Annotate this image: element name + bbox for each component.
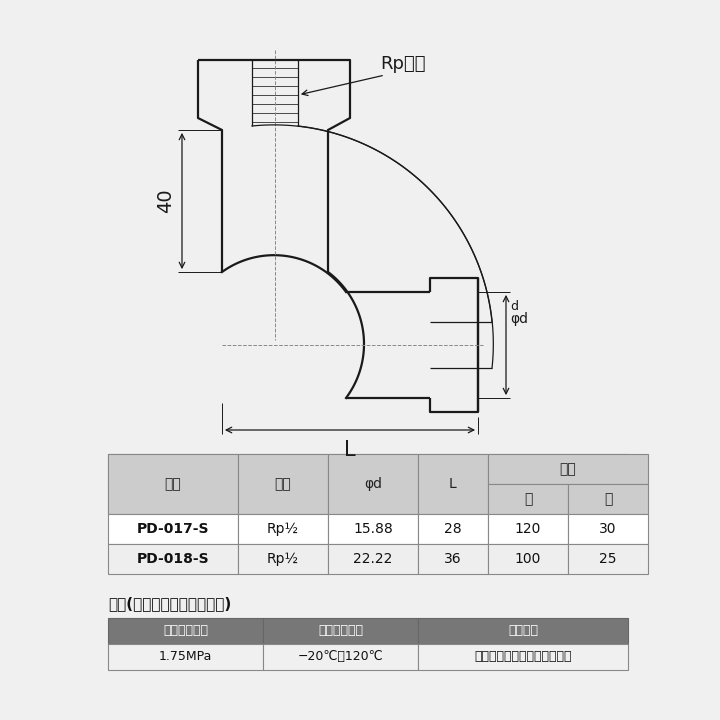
Text: 仕様(水栓継手・銅管チーズ): 仕様(水栓継手・銅管チーズ) <box>108 596 231 611</box>
Bar <box>328 514 418 544</box>
Bar <box>108 454 628 484</box>
Bar <box>328 544 418 574</box>
Text: 15.88: 15.88 <box>353 522 393 536</box>
Text: PD-017-S: PD-017-S <box>137 522 210 536</box>
Text: L: L <box>344 440 356 460</box>
Text: 小: 小 <box>604 492 612 506</box>
Bar <box>418 514 488 544</box>
Bar <box>568 484 648 514</box>
Bar <box>108 454 238 514</box>
Text: PD-018-S: PD-018-S <box>137 552 210 566</box>
Text: −20℃～120℃: −20℃～120℃ <box>297 650 383 664</box>
Bar <box>108 514 238 544</box>
Text: d: d <box>510 300 518 313</box>
Bar <box>488 454 648 484</box>
Text: 使用温度範囲: 使用温度範囲 <box>318 624 363 637</box>
Bar <box>238 454 328 514</box>
Bar <box>488 514 568 544</box>
Bar <box>418 454 488 514</box>
Text: φd: φd <box>364 477 382 491</box>
Text: 40: 40 <box>156 189 176 213</box>
Bar <box>108 644 263 670</box>
Bar <box>568 514 648 544</box>
Bar <box>108 544 238 574</box>
Bar <box>418 618 628 644</box>
Text: 冷温水・不凍液・油・エアー: 冷温水・不凍液・油・エアー <box>474 650 572 664</box>
Text: L: L <box>449 477 457 491</box>
Text: 使用流体: 使用流体 <box>508 624 538 637</box>
Bar <box>108 484 628 514</box>
Text: 30: 30 <box>599 522 617 536</box>
Text: 36: 36 <box>444 552 462 566</box>
Text: 100: 100 <box>515 552 541 566</box>
Text: 入数: 入数 <box>559 462 577 476</box>
Text: ねじ: ねじ <box>274 477 292 491</box>
Bar <box>263 644 418 670</box>
Text: 品番: 品番 <box>165 477 181 491</box>
Bar <box>568 544 648 574</box>
Bar <box>238 544 328 574</box>
Text: 22.22: 22.22 <box>354 552 392 566</box>
Bar <box>328 454 418 514</box>
Text: Rp½: Rp½ <box>267 522 299 536</box>
Text: 25: 25 <box>599 552 617 566</box>
Bar <box>238 514 328 544</box>
Text: φd: φd <box>510 312 528 326</box>
Bar <box>488 484 568 514</box>
Bar <box>263 618 418 644</box>
Bar <box>108 618 263 644</box>
Text: 大: 大 <box>524 492 532 506</box>
Text: 120: 120 <box>515 522 541 536</box>
Bar <box>418 544 488 574</box>
Text: 28: 28 <box>444 522 462 536</box>
Text: Rpねじ: Rpねじ <box>380 55 426 73</box>
Text: 1.75MPa: 1.75MPa <box>159 650 212 664</box>
Bar <box>418 644 628 670</box>
Text: Rp½: Rp½ <box>267 552 299 566</box>
Text: 最高許容圧力: 最高許容圧力 <box>163 624 208 637</box>
Bar <box>488 544 568 574</box>
